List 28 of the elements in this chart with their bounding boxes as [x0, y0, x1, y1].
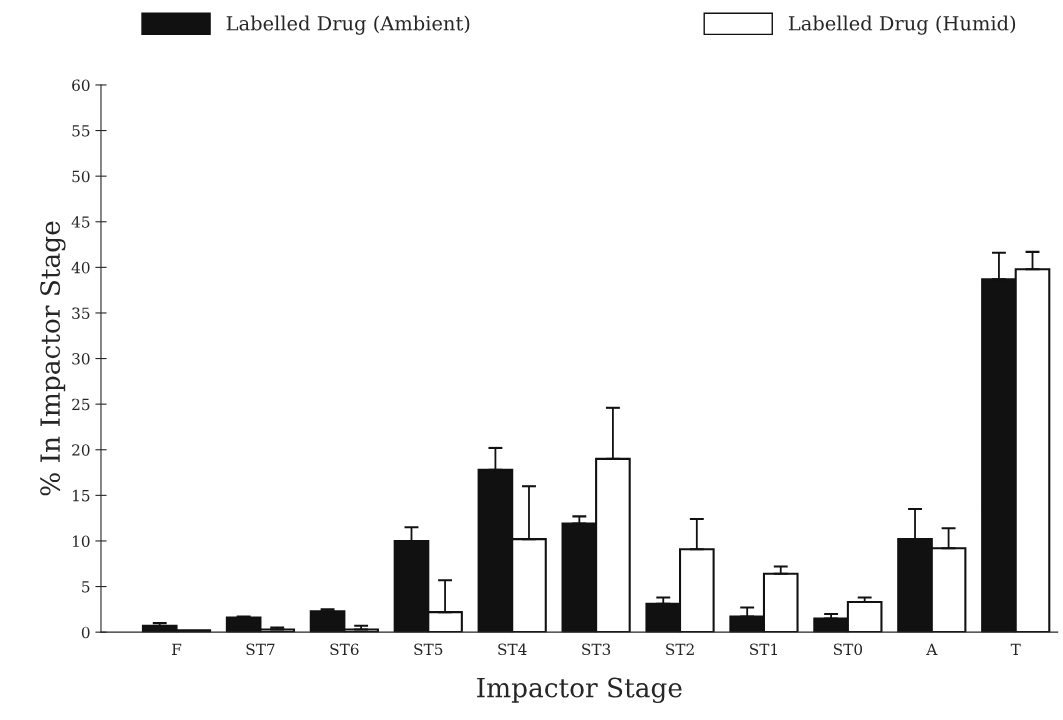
y-tick-label: 50: [72, 170, 90, 183]
x-tick-label: ST1: [750, 643, 777, 656]
y-tick-label: 55: [72, 125, 90, 137]
x-tick-label: ST3: [582, 643, 611, 656]
x-tick-label: A: [926, 643, 938, 655]
y-tick-label: 60: [72, 79, 90, 91]
y-tick-label: 25: [72, 398, 90, 411]
y-tick-label: 5: [82, 581, 90, 593]
y-tick-label: 40: [71, 261, 90, 274]
y-axis-title: % In Impactor Stage: [40, 221, 66, 496]
y-tick-label: 35: [72, 307, 90, 319]
legend-label: Labelled Drug (Ambient): [226, 15, 470, 35]
x-tick-label: ST4: [498, 643, 527, 656]
x-tick-label: ST0: [833, 643, 863, 656]
y-tick-label: 0: [81, 626, 90, 639]
x-tick-label: T: [1010, 643, 1021, 655]
y-tick-label: 10: [72, 535, 90, 547]
x-tick-label: ST5: [414, 643, 443, 656]
x-tick-label: F: [172, 643, 182, 655]
x-axis-title: Impactor Stage: [477, 677, 682, 704]
y-tick-label: 20: [72, 444, 90, 456]
x-tick-label: ST6: [330, 643, 359, 656]
y-tick-label: 30: [72, 353, 90, 365]
x-tick-label: ST7: [246, 643, 275, 656]
x-tick-label: ST2: [666, 643, 694, 656]
y-tick-label: 45: [71, 216, 90, 228]
legend-label: Labelled Drug (Humid): [788, 15, 1016, 35]
y-tick-label: 15: [72, 489, 90, 502]
